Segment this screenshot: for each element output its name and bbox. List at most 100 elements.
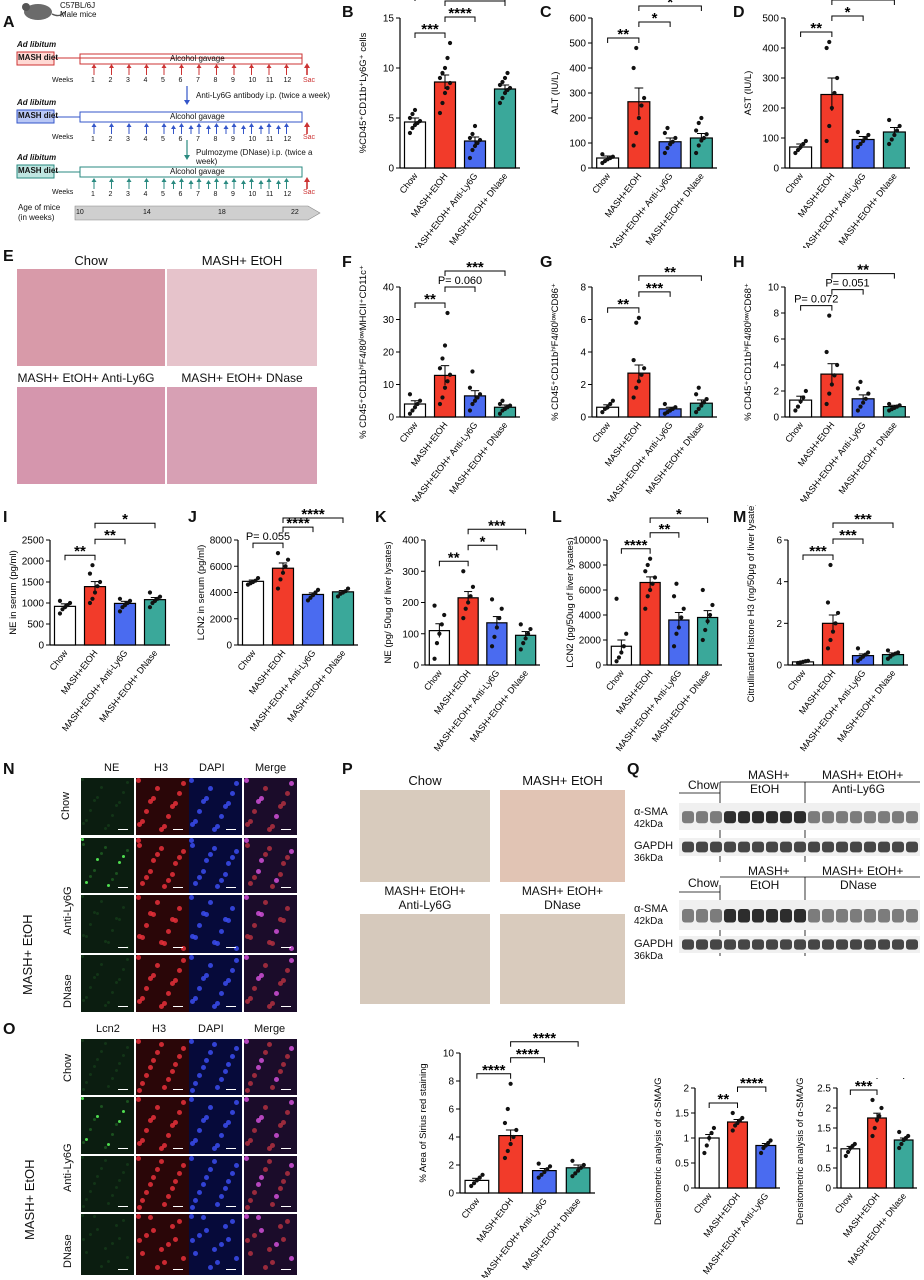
chart-c: 0 100 200 300 400 500 600 ALT (IU/L) Chow MASH+Et… <box>550 0 717 248</box>
injection-arrow-head <box>188 125 194 129</box>
data-point <box>437 366 443 371</box>
week-number: 9 <box>231 191 235 198</box>
if-cell <box>162 1001 167 1006</box>
if-cell <box>140 881 145 886</box>
data-point <box>889 137 894 142</box>
y-tick-label: 2 <box>776 619 782 630</box>
week-number: 11 <box>266 191 274 198</box>
if-cell <box>151 796 156 801</box>
if-cell <box>278 804 283 809</box>
if-cell <box>226 1179 231 1184</box>
asma-band <box>878 909 890 923</box>
y-axis-label: AST (IU/L) <box>743 71 754 116</box>
if-o-col-lcn2: Lcn2 <box>96 1023 120 1035</box>
data-point <box>499 606 504 611</box>
data-point <box>795 404 801 409</box>
he-title-etoh: MASH+ EtOH <box>201 253 283 268</box>
if-cell <box>226 978 231 983</box>
if-cell <box>122 791 125 794</box>
if-cell <box>285 1054 290 1059</box>
if-cell <box>204 1175 209 1180</box>
wb-top-trt-2: Anti-Ly6G <box>832 782 885 796</box>
gavage-arrow-head <box>179 64 184 68</box>
if-cell <box>223 872 228 877</box>
gavage-label-2: Alcohol gavage <box>170 112 225 121</box>
significance-bracket <box>638 275 702 281</box>
if-cell <box>285 791 290 796</box>
if-cell <box>197 1073 202 1078</box>
data-point <box>711 1125 717 1131</box>
if-cell <box>223 1186 228 1191</box>
if-cell <box>208 1265 213 1270</box>
data-point <box>665 125 670 131</box>
if-image <box>136 1097 189 1154</box>
if-cell <box>197 809 202 814</box>
diet-label-1: MASH diet <box>18 53 58 62</box>
wb-bottom-trt-1: MASH+ EtOH+ <box>822 864 904 878</box>
significance-label: ** <box>617 296 629 313</box>
data-point <box>97 579 103 585</box>
if-cell <box>144 986 149 991</box>
if-cell <box>148 911 153 916</box>
if-image <box>189 1156 242 1212</box>
week-number: 8 <box>213 136 218 143</box>
if-cell <box>137 1205 142 1210</box>
if-cell <box>219 929 224 934</box>
data-point <box>439 622 444 627</box>
if-cell <box>208 852 213 857</box>
data-point <box>412 107 418 113</box>
if-cell <box>189 955 194 960</box>
y-tick-label: 4 <box>448 1133 454 1144</box>
significance-label: **** <box>624 537 648 554</box>
if-cell <box>244 955 249 960</box>
if-cell <box>289 1100 294 1105</box>
gavage-arrow-head <box>161 123 167 127</box>
if-cell <box>104 1159 107 1162</box>
week-number: 5 <box>161 77 165 84</box>
age-10: 10 <box>76 209 84 216</box>
asma-band <box>808 811 820 824</box>
if-cell <box>201 1065 206 1070</box>
y-tick-label: 300 <box>569 89 586 100</box>
if-cell <box>256 1065 261 1070</box>
data-point <box>440 70 445 76</box>
data-point <box>447 372 453 377</box>
wb-bottom-trt-2: DNase <box>840 878 877 892</box>
gavage-arrow-head <box>284 123 289 127</box>
data-point <box>699 115 704 121</box>
if-cell <box>281 978 286 983</box>
data-point <box>879 1105 884 1111</box>
if-cell <box>173 861 178 866</box>
gavage-arrow-head <box>266 178 272 182</box>
data-point <box>445 55 450 61</box>
sirius-title-dnase-1: MASH+ EtOH+ <box>521 884 604 898</box>
panel-letter-k: K <box>375 509 387 526</box>
data-point <box>707 612 713 618</box>
if-cell <box>252 1233 257 1238</box>
gavage-arrow-head <box>179 123 184 127</box>
if-cell <box>166 814 171 819</box>
if-o-col-h3: H3 <box>152 1023 167 1035</box>
significance-bracket <box>638 5 702 11</box>
chart-q1: 0 0.5 1 1.5 2 Densitometric analysis of α-SMA… <box>653 1078 780 1276</box>
sac-label-3: Sac <box>303 189 316 196</box>
if-cell <box>107 1085 110 1088</box>
asma-band <box>864 909 876 923</box>
if-image <box>244 1156 297 1212</box>
data-point <box>702 1150 707 1156</box>
if-image <box>189 838 242 893</box>
data-point <box>467 155 473 161</box>
if-cell <box>278 1123 283 1128</box>
if-n-row-chow: Chow <box>60 791 72 820</box>
gavage-arrow-head <box>266 64 272 68</box>
if-cell <box>252 1128 257 1133</box>
if-cell <box>289 1256 294 1261</box>
data-point <box>570 1158 575 1163</box>
if-cell <box>136 895 141 900</box>
gapdh-band <box>696 939 708 950</box>
y-tick-label: 100 <box>762 134 779 145</box>
if-cell <box>104 1042 107 1045</box>
if-cell <box>230 906 235 911</box>
data-point <box>652 575 658 580</box>
if-image <box>244 1097 297 1154</box>
